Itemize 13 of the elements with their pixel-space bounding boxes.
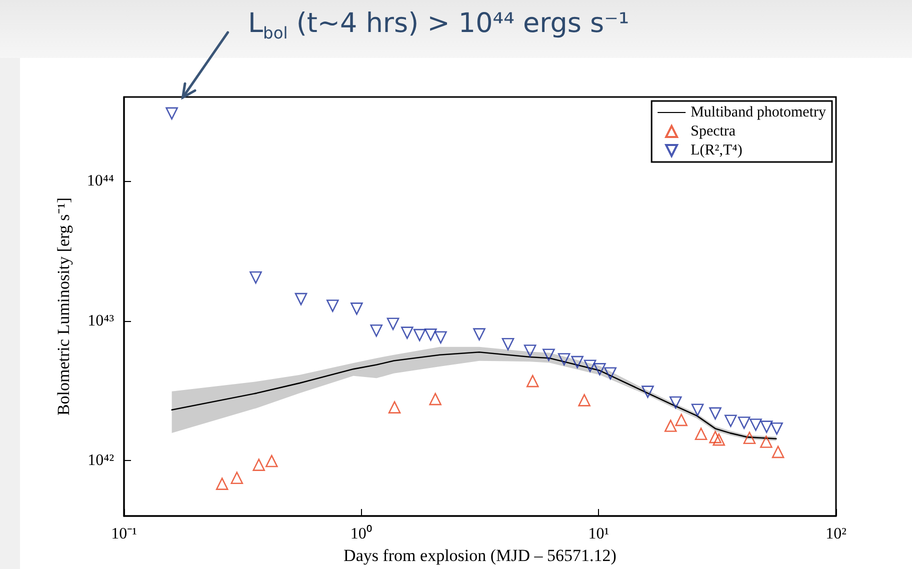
legend-label: L(R²,T⁴) <box>690 142 742 158</box>
x-tick-label: 10¹ <box>588 526 610 542</box>
text: L$_{bol}$ (t~4 hrs) > 10⁴⁴ ergs s⁻¹ <box>248 8 630 42</box>
x-axis-title: Days from explosion (MJD – 56571.12) <box>344 546 616 565</box>
legend-label: Spectra <box>690 124 736 140</box>
legend-label: Multiband photometry <box>690 104 826 120</box>
y-tick-label: 10⁴⁴ <box>86 172 114 190</box>
y-tick-label: 10⁴² <box>88 452 114 469</box>
y-axis-title: Bolometric Luminosity [erg s⁻¹] <box>54 197 73 416</box>
x-tick-label: 10² <box>826 526 847 542</box>
x-tick-label: 10⁰ <box>350 524 372 542</box>
x-tick-label: 10⁻¹ <box>111 526 138 542</box>
y-tick-label: 10⁴³ <box>88 312 114 330</box>
